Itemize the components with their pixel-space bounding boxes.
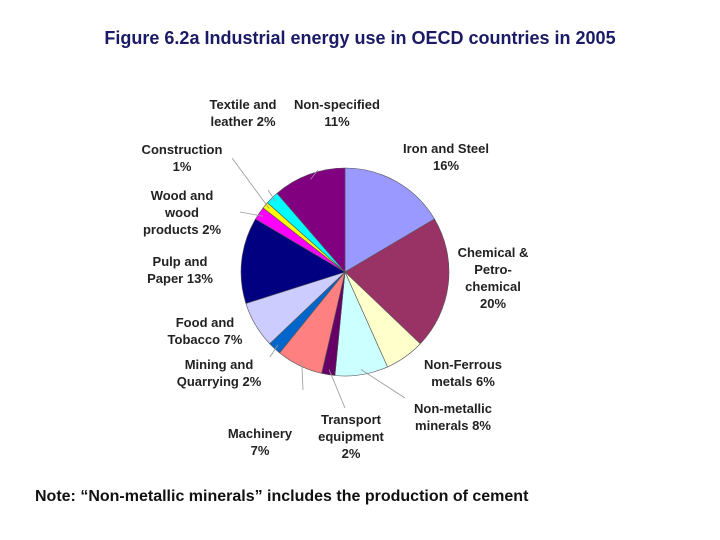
value-label: 7% [250, 443, 270, 458]
pie-slice [240, 218, 346, 304]
category-label: Iron and Steel [403, 141, 489, 156]
leader-line [360, 369, 406, 399]
leader-line [231, 157, 270, 209]
leader-line [301, 360, 304, 391]
value-label: 2% [341, 446, 361, 461]
value-label: 11% [324, 114, 350, 129]
slice-label: Non-specified 11% [294, 96, 380, 130]
value-label: 1% [172, 159, 192, 174]
leader-line [267, 189, 277, 202]
slice-label: Wood and wood products 2% [143, 187, 221, 238]
value-label: 20% [479, 296, 507, 311]
value-label: 2% [242, 374, 262, 389]
category-label: Machinery [227, 426, 293, 441]
category-label: Non-metallic minerals [413, 401, 493, 433]
category-label: Non-Ferrous metals [424, 357, 502, 389]
slice-label: Food and Tobacco 7% [168, 314, 243, 348]
slice-label: Machinery 7% [228, 425, 292, 459]
category-label: Transport equipment [318, 412, 384, 444]
note: Note: “Non-metallic minerals” includes t… [35, 488, 529, 505]
value-label: 6% [476, 374, 495, 389]
category-label: Non-specified [294, 97, 380, 112]
value-label: 7% [223, 332, 243, 347]
value-label: 2% [202, 222, 222, 237]
slice-label: Transport equipment 2% [318, 411, 384, 462]
category-label: Mining and Quarrying [176, 357, 254, 389]
leader-line [328, 369, 346, 409]
slice-label: Chemical & Petro- chemical 20% [458, 244, 529, 312]
slice-label: Pulp and Paper 13% [147, 253, 213, 287]
slice-label: Textile and leather 2% [210, 96, 277, 130]
pie-slice [344, 167, 435, 273]
leader-line [310, 169, 319, 180]
leader-line [269, 344, 279, 358]
pie-slice [344, 218, 450, 345]
slice-label: Non-metallic minerals 8% [414, 400, 492, 434]
slice-label: Mining and Quarrying 2% [177, 356, 262, 390]
slice-label: Construction 1% [142, 141, 223, 175]
slice-label: Iron and Steel 16% [403, 140, 489, 174]
value-label: 13% [186, 271, 213, 286]
category-label: Construction [141, 142, 223, 157]
value-label: 8% [472, 418, 491, 433]
slice-label: Non-Ferrous metals 6% [424, 356, 502, 390]
value-label: 2% [256, 114, 276, 129]
chart-title: Figure 6.2a Industrial energy use in OEC… [104, 28, 616, 48]
category-label: Chemical & Petro- chemical [457, 245, 529, 294]
category-label: Food and Tobacco [167, 315, 235, 347]
leader-line [239, 211, 264, 217]
pie-slice [276, 167, 346, 273]
category-label: Textile and leather [209, 97, 277, 129]
category-label: Wood and wood products [142, 188, 214, 237]
value-label: 16% [432, 158, 460, 173]
category-label: Pulp and Paper [147, 254, 208, 286]
